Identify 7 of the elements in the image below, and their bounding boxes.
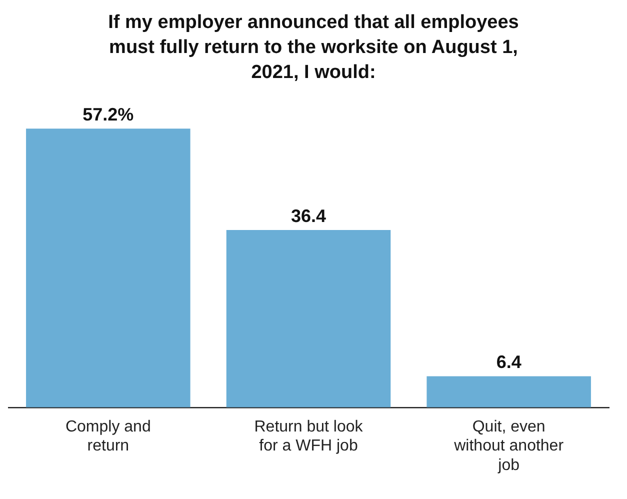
x-tick-label: Comply and return — [65, 418, 151, 455]
data-label: 36.4 — [290, 206, 326, 226]
data-label: 57.2% — [82, 104, 134, 125]
x-tick-label: Return but look for a WFH job — [254, 418, 364, 455]
chart-title: If my employer announced that all employees must fully return to the worksite on August 1, 2021, I would: — [107, 11, 520, 85]
x-tick-label: Quit, even without another job — [453, 418, 564, 474]
data-label: 6.4 — [496, 352, 522, 372]
